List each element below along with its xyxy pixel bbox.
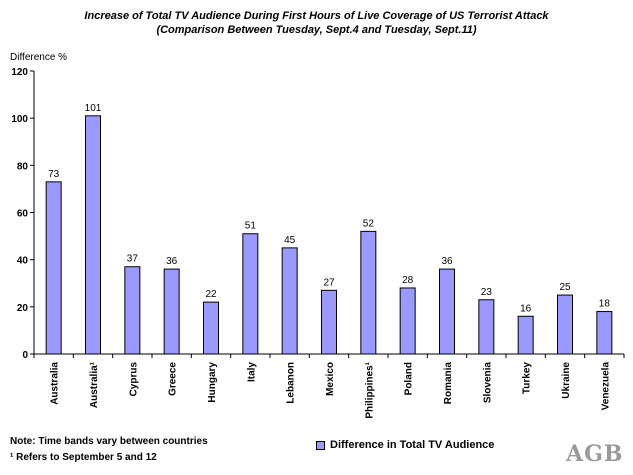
- agb-logo: AGB: [566, 441, 624, 467]
- chart-title-line2: (Comparison Between Tuesday, Sept.4 and …: [156, 24, 477, 36]
- x-tick-label: Romania: [443, 362, 454, 405]
- data-label: 36: [441, 256, 453, 267]
- bar: [242, 233, 259, 355]
- y-tick-label: 100: [11, 114, 28, 125]
- x-tick-label: Ukraine: [561, 362, 572, 399]
- x-tick-label: Turkey: [522, 362, 533, 394]
- x-tick-label: Australia¹: [89, 361, 100, 408]
- bar: [399, 287, 416, 355]
- note-footnote: ¹ Refers to September 5 and 12: [10, 452, 157, 463]
- bar: [439, 268, 455, 355]
- x-tick-label: Cyprus: [128, 362, 139, 397]
- x-tick-label: Slovenia: [482, 362, 493, 404]
- legend: Difference in Total TV Audience: [316, 439, 494, 451]
- data-label: 52: [363, 218, 375, 229]
- data-label: 36: [166, 256, 178, 267]
- y-tick-label: 80: [17, 161, 29, 172]
- bar: [163, 268, 180, 355]
- legend-swatch: [316, 440, 325, 450]
- bar: [596, 311, 613, 355]
- bar: [124, 266, 141, 355]
- y-tick-label: 0: [22, 350, 28, 361]
- bar: [557, 294, 573, 355]
- bar: [321, 289, 337, 355]
- data-label: 73: [48, 169, 60, 180]
- x-tick-label: Mexico: [325, 362, 336, 396]
- y-tick-label: 120: [11, 67, 28, 78]
- bar: [517, 315, 534, 355]
- data-label: 25: [559, 282, 571, 293]
- bar: [203, 301, 219, 355]
- bar: [478, 299, 495, 355]
- bar-chart: 0 20 40 60 80 100 120 73 Australia 101 Australia¹ 3…: [11, 67, 625, 419]
- x-tick-label: Hungary: [207, 362, 218, 403]
- bar: [281, 247, 298, 355]
- data-label: 27: [323, 277, 335, 288]
- y-tick-label: 20: [17, 303, 29, 314]
- bar: [45, 181, 62, 355]
- data-label: 28: [402, 275, 414, 286]
- y-tick-label: 60: [17, 209, 29, 220]
- data-label: 18: [599, 299, 611, 310]
- data-label: 23: [481, 287, 493, 298]
- note-time-bands: Note: Time bands vary between countries: [10, 436, 208, 447]
- legend-label: Difference in Total TV Audience: [330, 439, 495, 451]
- data-label: 51: [245, 221, 257, 232]
- bar: [85, 115, 101, 355]
- x-tick-label: Italy: [246, 362, 257, 382]
- chart-title-line1: Increase of Total TV Audience During Fir…: [84, 10, 549, 22]
- x-tick-label: Venezuela: [600, 362, 611, 411]
- data-label: 37: [127, 254, 139, 265]
- data-label: 16: [520, 303, 532, 314]
- x-tick-label: Poland: [404, 362, 415, 395]
- x-tick-label: Lebanon: [286, 362, 297, 404]
- y-tick-label: 40: [17, 256, 29, 267]
- data-label: 101: [85, 103, 102, 114]
- data-label: 22: [205, 289, 217, 300]
- x-tick-label: Philippines¹: [364, 361, 375, 418]
- y-axis-label: Difference %: [10, 52, 68, 63]
- data-label: 45: [284, 235, 296, 246]
- x-tick-label: Australia: [50, 362, 61, 405]
- x-tick-label: Greece: [168, 362, 179, 396]
- bar: [360, 230, 377, 355]
